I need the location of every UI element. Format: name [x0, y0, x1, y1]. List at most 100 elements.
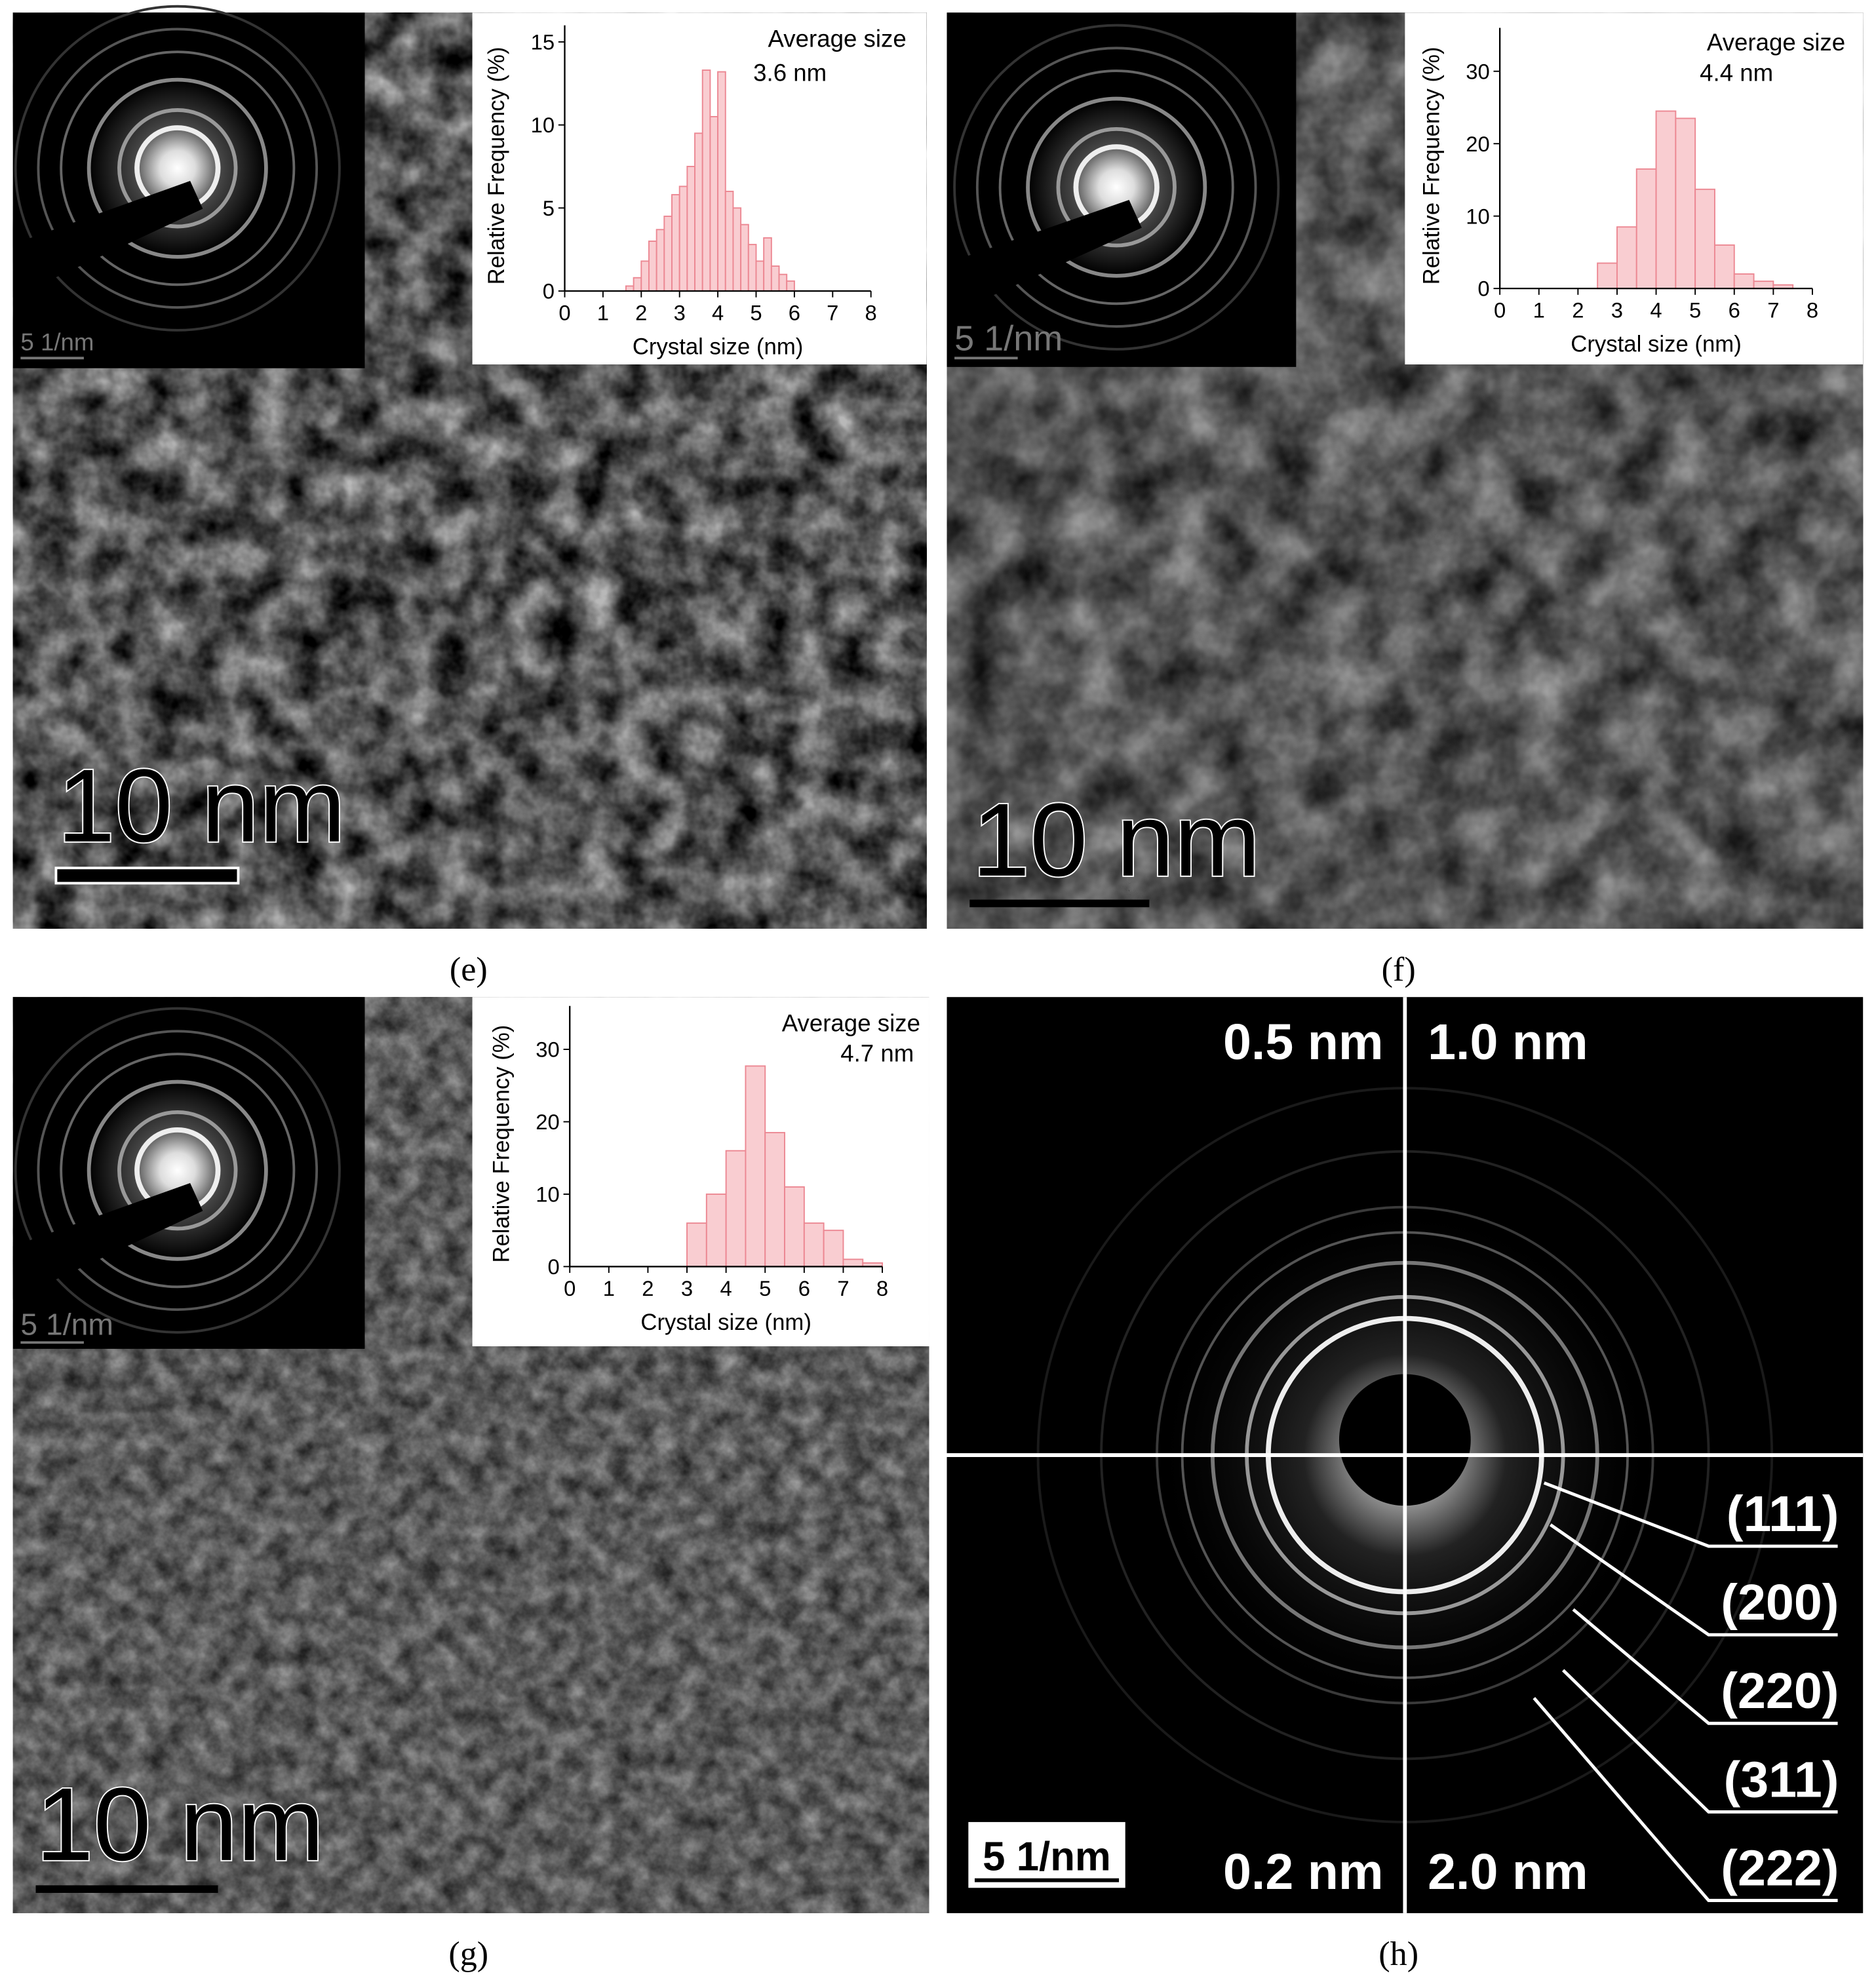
annotation: Average size — [1707, 29, 1845, 56]
x-tick-label: 3 — [1611, 298, 1623, 322]
bar — [709, 116, 719, 292]
annotation: Average size — [782, 1009, 920, 1036]
x-axis-label: Crystal size (nm) — [640, 1310, 811, 1335]
bar — [717, 71, 726, 292]
bar — [671, 194, 680, 292]
x-tick-label: 4 — [712, 300, 724, 324]
x-tick-label: 5 — [750, 300, 762, 324]
x-tick-label: 5 — [759, 1276, 771, 1300]
panel-label: (h) — [1378, 1935, 1418, 1973]
bar — [823, 1230, 844, 1268]
x-tick-label: 0 — [564, 1276, 576, 1300]
y-tick-label: 30 — [536, 1038, 559, 1062]
inset-ring — [953, 24, 1280, 351]
leader-lines — [1533, 1481, 1838, 1903]
beam-stopper — [947, 200, 1142, 317]
scale-bar — [54, 866, 240, 885]
scale-label: 5 1/nm — [983, 1834, 1111, 1879]
x-tick-label: 5 — [1689, 298, 1701, 322]
x-tick-label: 3 — [681, 1276, 693, 1300]
x-tick-label: 1 — [603, 1276, 615, 1300]
x-tick-label: 7 — [827, 300, 838, 324]
bar — [755, 260, 765, 292]
x-tick-label: 8 — [1807, 298, 1818, 322]
bar — [740, 224, 749, 292]
inset-ring — [87, 1080, 268, 1261]
inset-ring — [998, 69, 1234, 305]
annotation: 4.4 nm — [1700, 60, 1773, 87]
bar — [648, 241, 657, 292]
x-tick-label: 4 — [720, 1276, 732, 1300]
x-tick-label: 3 — [674, 300, 686, 324]
x-tick-label: 1 — [1533, 298, 1545, 322]
x-tick-label: 7 — [1767, 298, 1779, 322]
y-tick-label: 10 — [531, 113, 555, 137]
inset-ring — [1056, 127, 1177, 248]
bar — [1675, 117, 1696, 290]
bar — [1635, 168, 1657, 290]
bar — [655, 229, 665, 292]
quadrant-label: 1.0 nm — [1428, 1014, 1588, 1070]
plane-label: (220) — [1721, 1663, 1839, 1719]
bar — [803, 1222, 825, 1268]
quadrant-label: 2.0 nm — [1428, 1844, 1588, 1900]
bar — [701, 69, 711, 292]
inset-scale: 5 1/nm — [20, 329, 94, 356]
scale-label: 10 nm — [57, 748, 345, 864]
x-tick-label: 8 — [865, 300, 877, 324]
inset-ring — [117, 108, 238, 229]
bar — [1753, 281, 1774, 290]
bar — [678, 185, 688, 292]
x-tick-label: 6 — [1729, 298, 1740, 322]
inset-ring — [37, 1030, 319, 1311]
plane-label: (111) — [1727, 1486, 1839, 1542]
x-tick-label: 0 — [558, 300, 570, 324]
bar — [770, 265, 780, 292]
x-axis-label: Crystal size (nm) — [1571, 332, 1742, 357]
histogram-bg — [472, 997, 929, 1347]
bar — [1597, 262, 1618, 290]
x-tick-label: 8 — [876, 1276, 888, 1300]
beam-stopper — [12, 181, 203, 298]
x-tick-label: 6 — [798, 1276, 810, 1300]
y-axis-label: Relative Frequency (%) — [1419, 47, 1444, 284]
y-tick-label: 0 — [548, 1255, 560, 1279]
bar — [745, 1065, 766, 1268]
diffraction-insets: 5 1/nm 5 1/nm 5 1/nm — [12, 5, 1297, 1349]
y-tick-label: 10 — [536, 1182, 559, 1207]
bar — [786, 280, 795, 292]
scale-box — [968, 1821, 1125, 1888]
x-tick-label: 1 — [597, 300, 609, 324]
scale-label: 10 nm — [36, 1766, 324, 1882]
bar — [686, 166, 696, 292]
quadrant-label: 0.5 nm — [1223, 1014, 1384, 1070]
y-tick-label: 20 — [1466, 132, 1489, 156]
x-tick-label: 7 — [837, 1276, 849, 1300]
bar — [764, 1132, 786, 1268]
bar — [640, 260, 650, 292]
scale-label: 10 nm — [972, 782, 1260, 898]
plane-label: (200) — [1721, 1574, 1839, 1631]
beam-stopper — [12, 1183, 203, 1300]
x-tick-label: 2 — [1572, 298, 1584, 322]
bar — [1713, 244, 1735, 290]
bar — [784, 1186, 805, 1268]
bar — [663, 216, 673, 292]
bar — [694, 132, 703, 292]
bar — [1655, 110, 1677, 290]
panel-label: (f) — [1382, 951, 1416, 988]
inset-ring — [87, 77, 268, 259]
bar — [633, 277, 642, 292]
y-axis-label: Relative Frequency (%) — [490, 1025, 515, 1263]
bar — [747, 244, 757, 292]
bar — [725, 1150, 747, 1268]
x-tick-label: 2 — [642, 1276, 654, 1300]
y-tick-label: 10 — [1466, 204, 1489, 228]
inset-ring — [60, 1053, 296, 1289]
bar — [686, 1222, 707, 1268]
bar — [732, 207, 742, 292]
x-tick-label: 0 — [1494, 298, 1506, 322]
bar — [763, 237, 772, 292]
bar — [705, 1193, 727, 1268]
y-tick-label: 0 — [543, 279, 555, 303]
